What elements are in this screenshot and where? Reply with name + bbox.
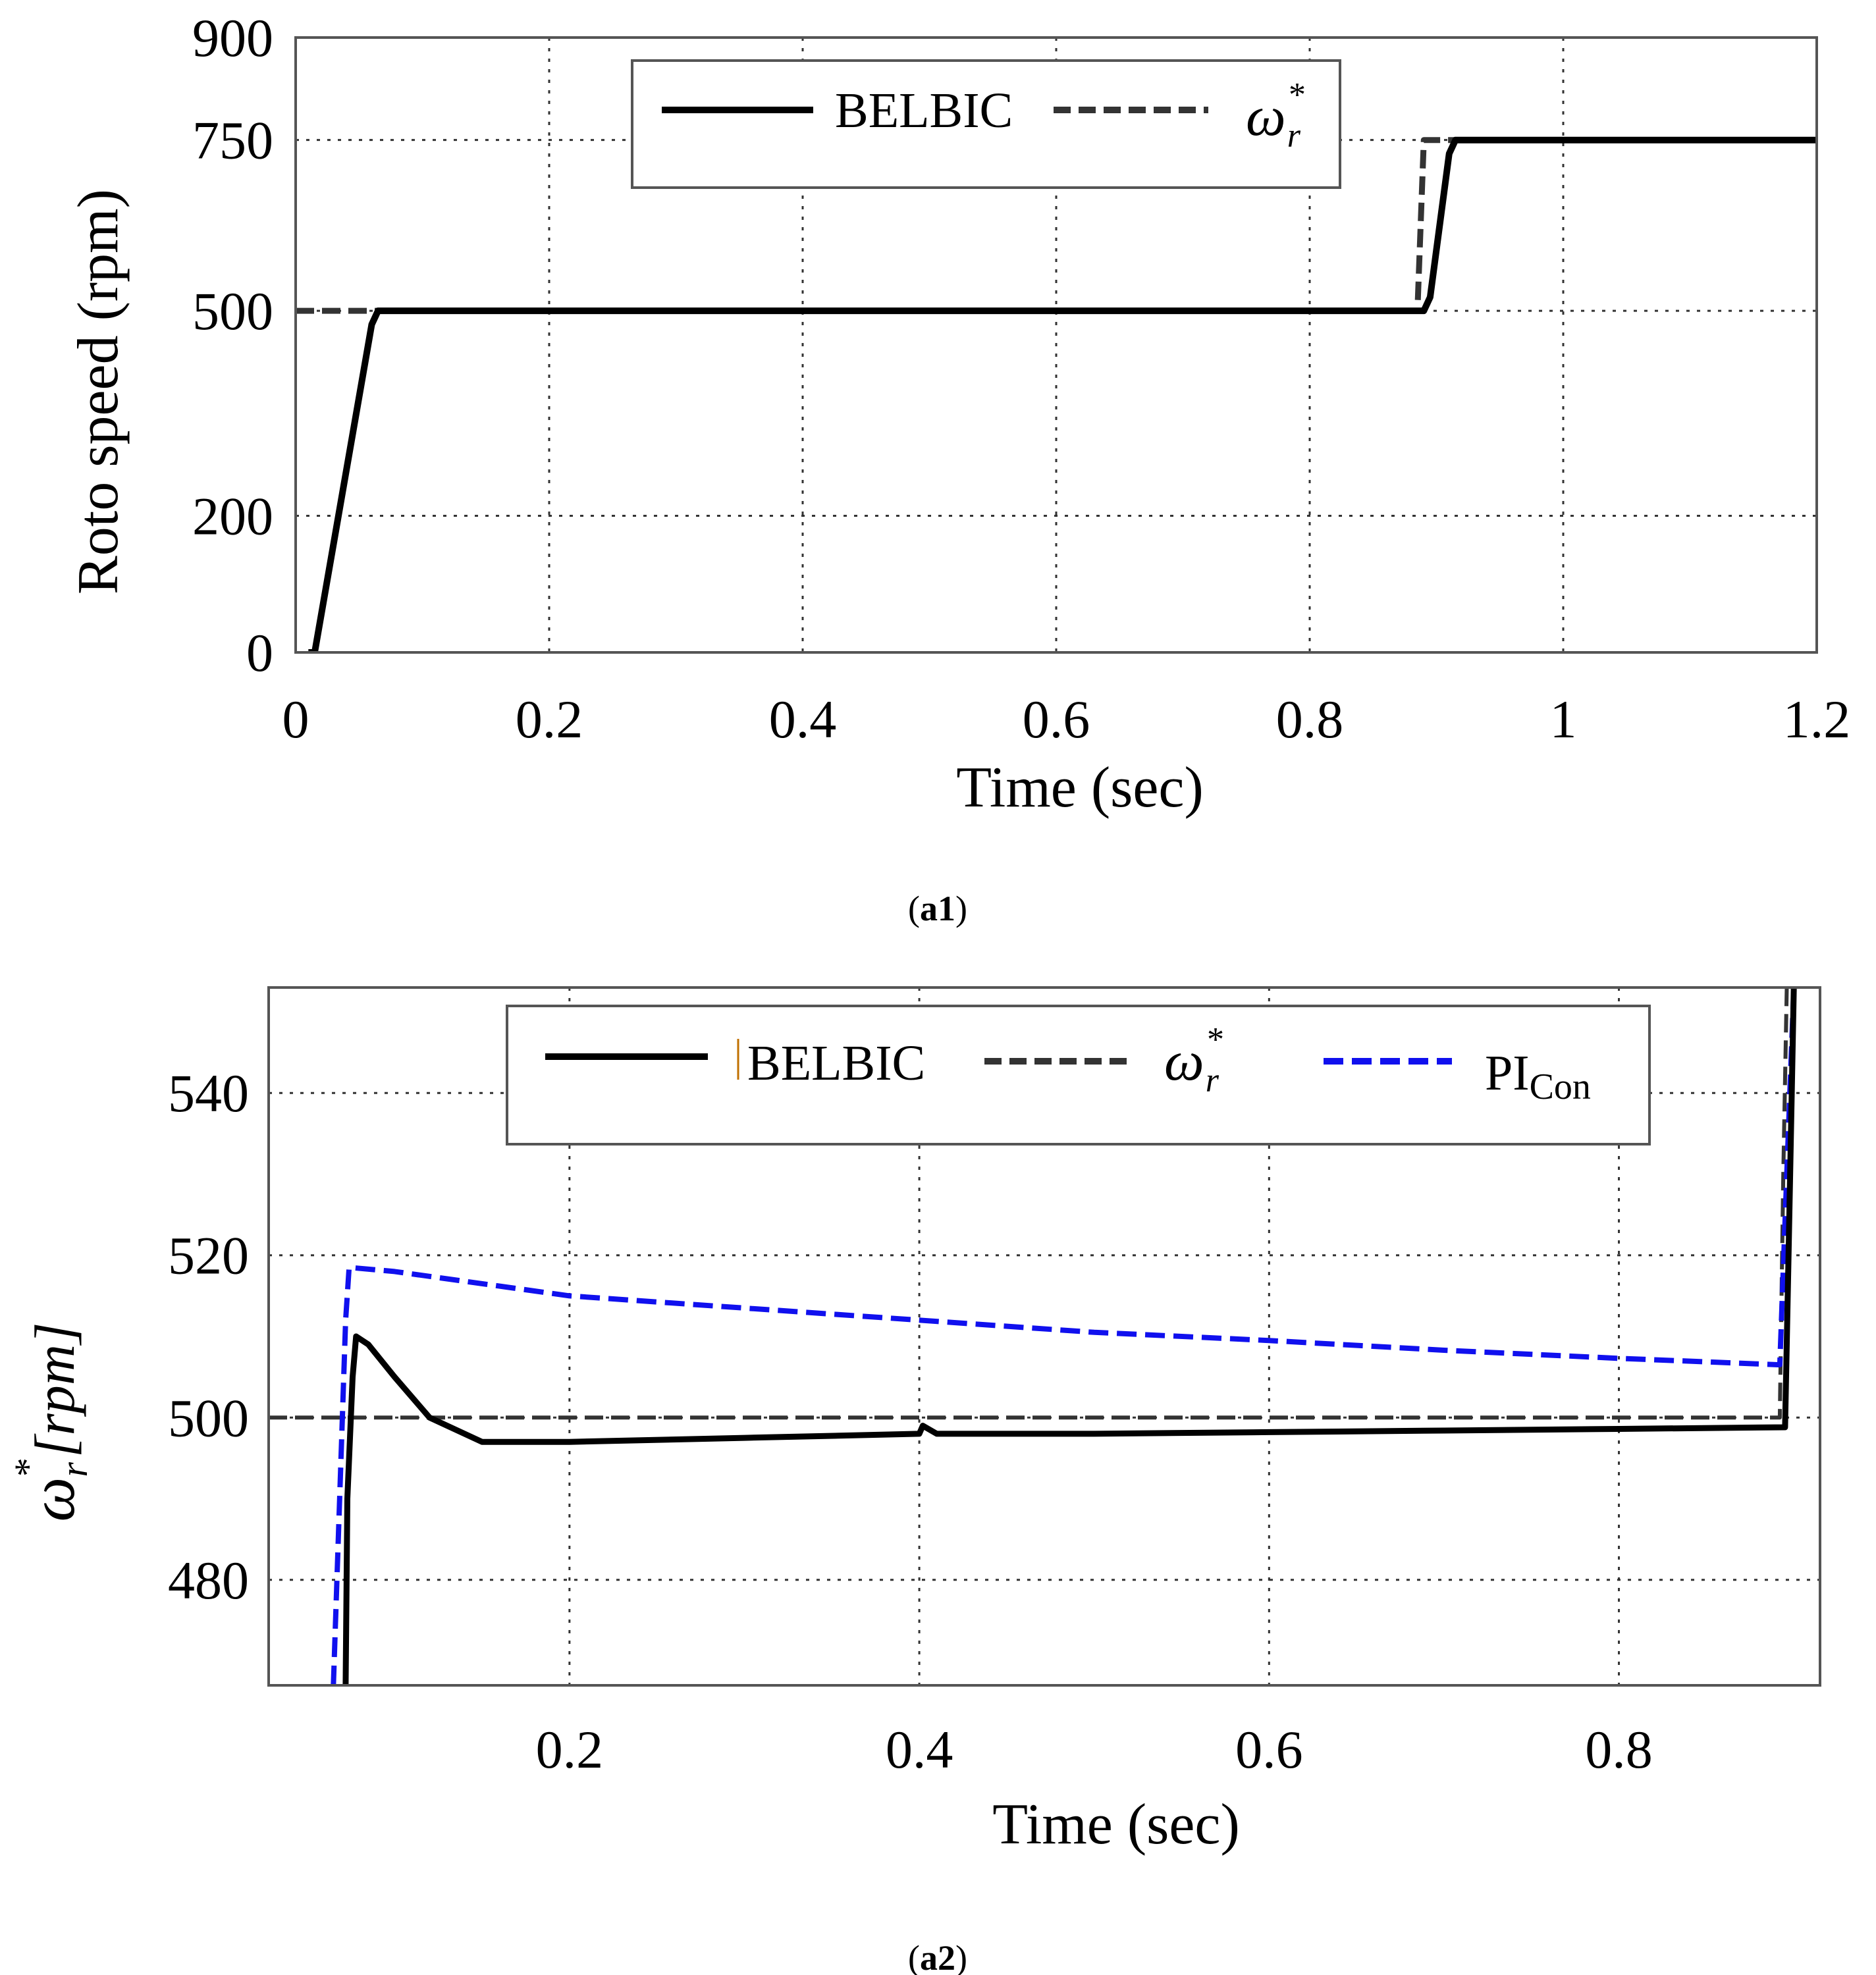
a1-legend: BELBIC ωr* [631, 59, 1341, 189]
a1-x-tick-label: 0.8 [1276, 689, 1344, 749]
a1-y-axis-label: Roto speed (rpm) [67, 189, 130, 594]
a2-y-tick-label: 540 [168, 1063, 249, 1123]
a2-y-tick-label: 520 [168, 1226, 249, 1286]
a1-y-tick-label: 200 [192, 486, 273, 546]
a2-series-pi-con [331, 988, 1797, 1685]
a2-x-tick-label: 0.8 [1585, 1720, 1653, 1779]
a1-x-tick-label: 0 [282, 689, 309, 749]
a2-x-tick-label: 0.6 [1235, 1720, 1303, 1779]
a2-y-axis-sub: r [53, 1462, 95, 1477]
a2-caption: (a2) [908, 1938, 967, 1975]
a1-legend-box [631, 59, 1341, 189]
a2-legend-picon-main: PI [1485, 1045, 1530, 1101]
a2-y-tick-label: 480 [168, 1550, 249, 1610]
a2-legend-wr-sup: * [1207, 1021, 1224, 1059]
a1-caption: (a1) [908, 889, 967, 928]
a1-caption-label: a1 [920, 889, 955, 928]
a2-x-axis-label: Time (sec) [992, 1793, 1240, 1856]
a2-series [269, 988, 1797, 1685]
a1-x-tick-label: 0.2 [516, 689, 583, 749]
a2-y-axis-unit: [rpm] [23, 1323, 86, 1458]
a2-x-tick-label: 0.4 [886, 1720, 953, 1779]
a2-caption-open: ( [908, 1938, 920, 1975]
a1-legend-wr-sup: * [1289, 76, 1306, 114]
a2-y-axis-symbol: ω [17, 1477, 88, 1522]
a2-legend-wr-sub: r [1206, 1062, 1219, 1099]
a1-x-axis-label: Time (sec) [956, 756, 1204, 820]
a2-caption-close: ) [955, 1938, 967, 1975]
a1-legend-belbic-label: BELBIC [835, 83, 1013, 138]
a2-legend-picon-sub: Con [1530, 1066, 1591, 1107]
a1-y-tick-label: 500 [192, 281, 273, 341]
a2-y-tick-labels: 480 500 520 540 [168, 1063, 249, 1610]
a1-x-tick-label: 1 [1550, 689, 1577, 749]
a1-caption-open: ( [908, 889, 920, 928]
a1-y-tick-labels: 0 200 500 750 900 [192, 8, 273, 683]
a1-caption-close: ) [955, 889, 967, 928]
a2-y-tick-label: 500 [168, 1388, 249, 1448]
a2-y-axis-label: ωr *[rpm] [7, 1323, 95, 1522]
a1-legend-wr-sub: r [1287, 117, 1301, 155]
a2-x-tick-labels: 0.2 0.4 0.6 0.8 [536, 1720, 1653, 1779]
a1-y-tick-label: 750 [192, 111, 273, 171]
a2-plot-frame [267, 986, 1821, 1687]
a2-legend: BELBIC ωr* PICon [506, 1005, 1651, 1146]
a1-x-tick-label: 0.4 [769, 689, 837, 749]
a2-series--r [269, 988, 1789, 1420]
a1-series [296, 136, 1817, 652]
a1-y-tick-label: 0 [246, 623, 273, 683]
a1-plot-frame [294, 36, 1818, 654]
a2-legend-wr-label: ωr* [1164, 1021, 1224, 1099]
a1-x-tick-label: 1.2 [1783, 689, 1851, 749]
a2-legend-belbic-label: BELBIC [747, 1036, 925, 1091]
a2-y-axis-sup: * [7, 1458, 49, 1477]
a2-legend-picon-label: PICon [1485, 1045, 1591, 1107]
chart-a1: 0 0.2 0.4 0.6 0.8 1 1.2 0 200 500 750 900 Time (se… [0, 0, 1876, 928]
a1-legend-wr-symbol: ω [1246, 84, 1286, 147]
a2-series-belbic [342, 988, 1797, 1685]
a1-series-belbic [308, 136, 1817, 652]
a2-caption-label: a2 [920, 1938, 955, 1975]
a2-x-tick-label: 0.2 [536, 1720, 604, 1779]
a1-y-tick-label: 900 [192, 8, 273, 68]
a2-legend-wr-symbol: ω [1164, 1029, 1204, 1092]
a1-x-tick-labels: 0 0.2 0.4 0.6 0.8 1 1.2 [282, 689, 1851, 749]
a2-legend-box [506, 1005, 1651, 1146]
a1-legend-wr-label: ωr* [1246, 76, 1306, 155]
a1-x-tick-label: 0.6 [1023, 689, 1090, 749]
